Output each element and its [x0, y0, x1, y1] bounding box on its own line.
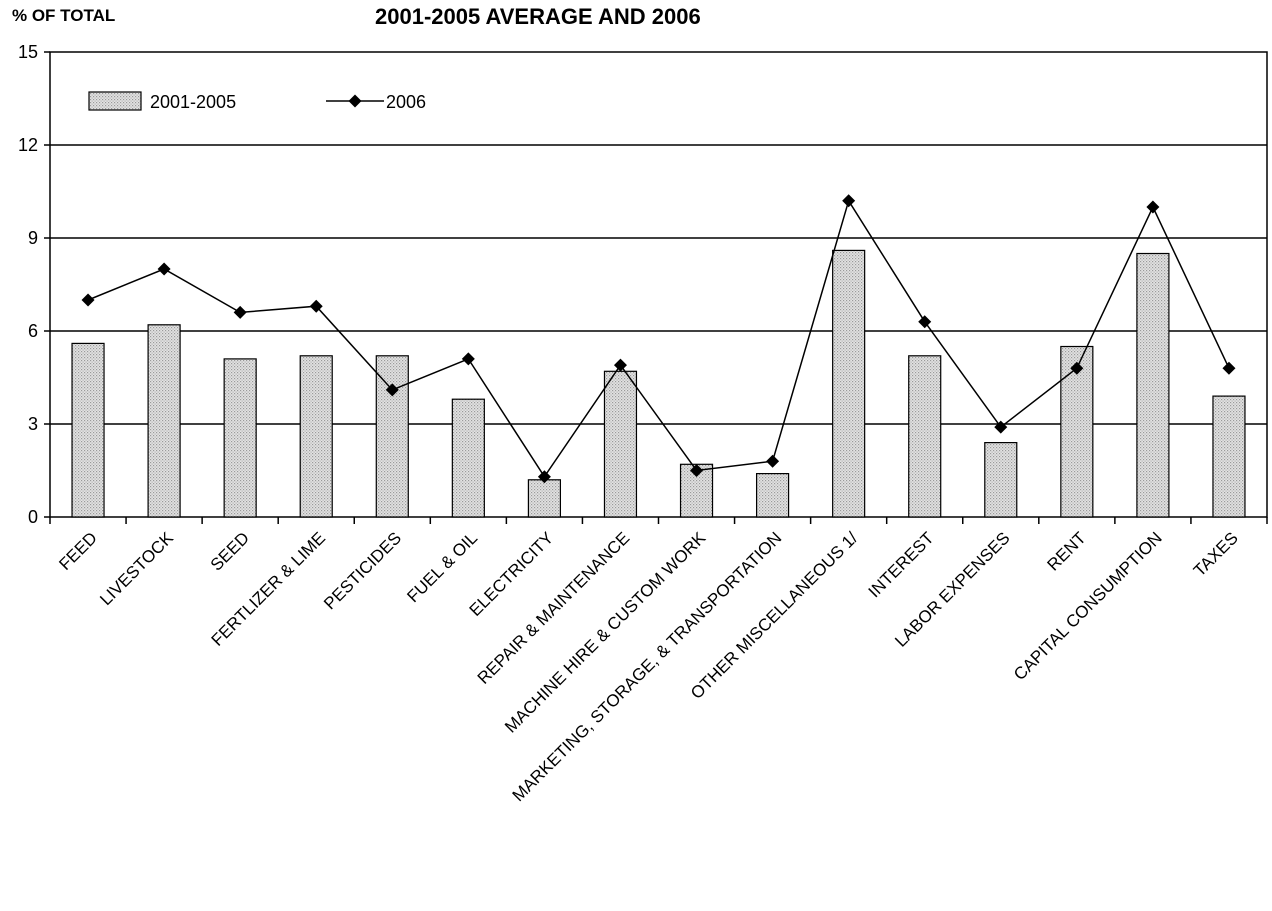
y-tick-label: 12 — [18, 135, 38, 155]
bar[interactable] — [527, 479, 562, 518]
legend-swatch-2001-2005 — [88, 91, 142, 111]
y-tick-label: 6 — [28, 321, 38, 341]
bar[interactable] — [984, 442, 1018, 518]
line-point[interactable] — [1070, 361, 1084, 375]
bar[interactable] — [375, 355, 409, 518]
y-tick-label: 0 — [28, 507, 38, 527]
line-point[interactable] — [918, 315, 932, 329]
line-point[interactable] — [613, 358, 627, 372]
x-category-label: SEED — [207, 528, 253, 574]
bar[interactable] — [1060, 345, 1094, 518]
line-point[interactable] — [690, 464, 704, 477]
bar[interactable] — [71, 342, 105, 518]
x-category-label: TAXES — [1190, 528, 1242, 580]
line-point[interactable] — [1222, 361, 1236, 375]
x-category-label: LIVESTOCK — [96, 528, 177, 609]
legend-marker-2006 — [348, 94, 362, 108]
line-point[interactable] — [385, 383, 399, 397]
bar[interactable] — [1136, 252, 1170, 518]
x-category-label: INTEREST — [865, 528, 938, 601]
legend-label-2006: 2006 — [386, 92, 426, 112]
line-point[interactable] — [537, 470, 551, 484]
y-tick-label: 3 — [28, 414, 38, 434]
line-point[interactable] — [81, 293, 95, 307]
line-point[interactable] — [233, 305, 247, 319]
x-category-label: RENT — [1044, 528, 1090, 574]
bar[interactable] — [299, 355, 333, 518]
line-point[interactable] — [1146, 200, 1160, 214]
line-point[interactable] — [309, 299, 323, 313]
bar[interactable] — [755, 473, 790, 518]
line-point[interactable] — [157, 262, 171, 276]
x-category-label: FUEL & OIL — [403, 528, 481, 606]
x-category-label: REPAIR & MAINTENANCE — [474, 528, 633, 687]
y-axis-label: % OF TOTAL — [12, 6, 116, 25]
x-category-label: PESTICIDES — [320, 528, 405, 613]
bar[interactable] — [147, 324, 181, 518]
legend-label-2001-2005: 2001-2005 — [150, 92, 236, 112]
bar[interactable] — [451, 398, 485, 518]
y-tick-label: 15 — [18, 42, 38, 62]
series-line-2006 — [87, 198, 1230, 479]
x-category-label: FEED — [55, 528, 100, 573]
bar[interactable] — [603, 370, 638, 518]
x-category-label: CAPITAL CONSUMPTION — [1010, 528, 1166, 684]
bar[interactable] — [1212, 395, 1246, 518]
y-tick-label: 9 — [28, 228, 38, 248]
bar[interactable] — [908, 355, 942, 518]
line-point[interactable] — [461, 352, 475, 366]
chart-title: 2001-2005 AVERAGE AND 2006 — [375, 4, 701, 29]
x-category-label: OTHER MISCELLANEOUS 1/ — [687, 528, 862, 703]
line-point[interactable] — [842, 194, 856, 208]
x-category-label: MARKETING, STORAGE, & TRANSPORTATION — [509, 528, 786, 805]
bar[interactable] — [223, 358, 257, 518]
line-point[interactable] — [766, 454, 780, 468]
line-point[interactable] — [994, 420, 1008, 434]
bar[interactable] — [832, 249, 866, 518]
